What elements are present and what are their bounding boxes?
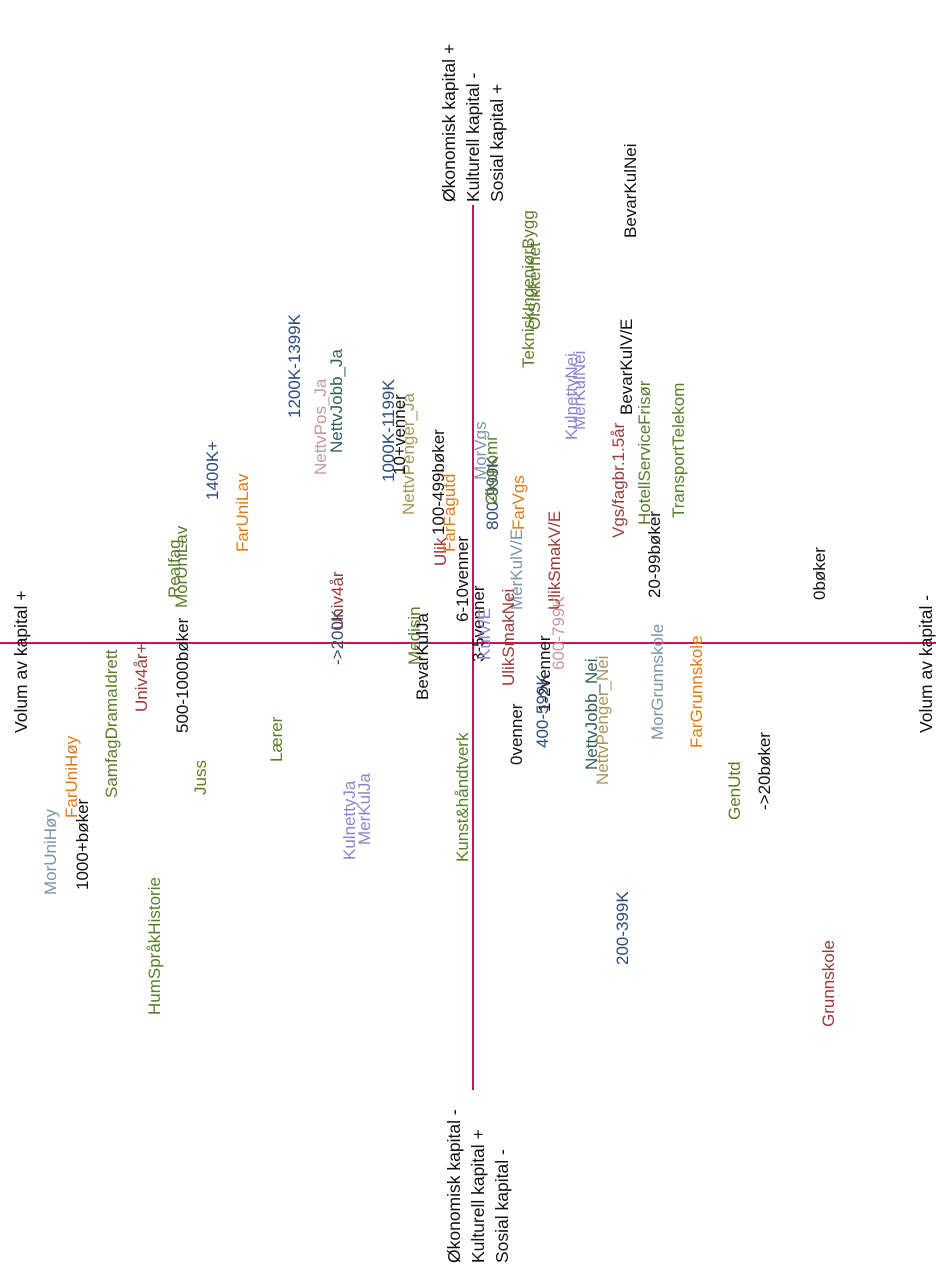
category-label: FarUniHøy — [62, 735, 81, 818]
category-label: Univ4år — [328, 571, 347, 630]
axis-label-top-2: Kulturell kapital - — [463, 72, 483, 202]
category-label: FarUniLav — [233, 473, 252, 552]
category-label: HotellServiceFrisør — [635, 380, 654, 525]
category-label: Økonomi — [482, 437, 501, 505]
axis-label-top-1: Økonomisk kapital + — [439, 44, 459, 202]
axis-label-bottom-3: Sosial kapital - — [492, 1149, 512, 1263]
category-label: Juss — [191, 760, 210, 795]
category-label: MorGrunnskole — [648, 624, 667, 740]
category-label: FarVgs — [509, 475, 528, 530]
category-label: KulnettyJa — [340, 780, 359, 860]
category-label: FarGrunnskole — [687, 636, 706, 748]
category-label: OlSikkerhet — [525, 242, 544, 330]
category-label: MerKulV/E — [507, 529, 526, 610]
category-label: 1000+bøker — [73, 798, 92, 890]
category-label: BevarKulJa — [413, 613, 432, 700]
category-label: MorVgs — [471, 421, 490, 480]
category-label: KulnettyNei — [562, 353, 581, 440]
category-label: 1200K-1399K — [285, 313, 304, 418]
category-label: 0bøker — [810, 547, 829, 600]
category-label: UlikSmakV/E — [545, 511, 564, 610]
category-label: GenUtd — [725, 761, 744, 820]
category-label: 800-999K — [483, 456, 502, 530]
category-label: 600-799K — [549, 596, 568, 670]
category-label: 200-399K — [613, 891, 632, 965]
category-label: ->200K — [328, 609, 347, 665]
axis-label-bottom-1: Økonomisk kapital - — [444, 1109, 464, 1263]
category-label: MorUniHøy — [41, 809, 60, 895]
category-label: KulV/E — [475, 608, 494, 660]
axis-label-right: Volum av kapital - — [916, 595, 936, 733]
category-label: 100-499bøker — [429, 429, 448, 535]
category-label: 0venner — [507, 703, 526, 765]
category-label: NettvPos_Ja — [311, 378, 330, 475]
category-label: HumSpråkHistorie — [145, 877, 164, 1015]
category-label: Vgs/fagbr.1.5år — [609, 422, 628, 538]
category-label: NettvPenger_Nei — [593, 656, 612, 785]
axis-label-top-3: Sosial kapital + — [487, 84, 507, 202]
category-labels: BevarKulNei TekniskIngeniørByggOlSikkerhe… — [41, 144, 838, 1028]
category-label: 1-2venner — [535, 635, 554, 712]
category-label: SamfagDramaIdrett — [102, 649, 121, 798]
category-label: 3-5venner — [469, 585, 488, 662]
category-label: 1400K+ — [203, 441, 222, 500]
category-label: Ulik — [431, 537, 450, 566]
category-label: BevarKulNei — [621, 144, 640, 239]
category-label: UlikSmakNei — [499, 589, 518, 686]
category-label: NettvJobb_Nei — [582, 658, 601, 770]
category-label: 500-1000bøker — [173, 617, 192, 733]
category-label: Univ4år+ — [132, 643, 151, 712]
category-label: 20-99bøker — [645, 511, 664, 598]
category-label: Kunst&håndtverk — [453, 732, 472, 862]
category-label: 1000K-1199K — [379, 379, 398, 482]
category-label: 10+venner — [390, 394, 409, 475]
category-label: MerKulNei — [570, 351, 589, 430]
category-label: BevarKulV/E — [617, 319, 636, 415]
category-label: TransportTelekom — [669, 383, 688, 518]
category-label: FarFagutd — [440, 474, 459, 552]
category-label: 400-599K — [533, 674, 552, 748]
axis-label-left: Volum av kapital + — [11, 590, 31, 733]
category-label: ->20bøker — [755, 732, 774, 810]
category-label: Lærer — [267, 716, 286, 762]
category-label: Medisin — [405, 606, 424, 665]
category-label: 6-10venner — [453, 536, 472, 622]
category-label: MorUniLav — [172, 525, 191, 608]
category-label: Grunnskole — [819, 940, 838, 1027]
category-label: NettvJobb_Ja — [327, 349, 346, 453]
axis-label-bottom-2: Kulturell kapital + — [468, 1129, 488, 1263]
category-label: MerKulJa — [355, 773, 374, 845]
category-label: TekniskIngeniørBygg — [519, 210, 538, 368]
category-label: NettvPenger_Ja — [399, 393, 418, 515]
category-label: Realfag — [165, 539, 184, 598]
